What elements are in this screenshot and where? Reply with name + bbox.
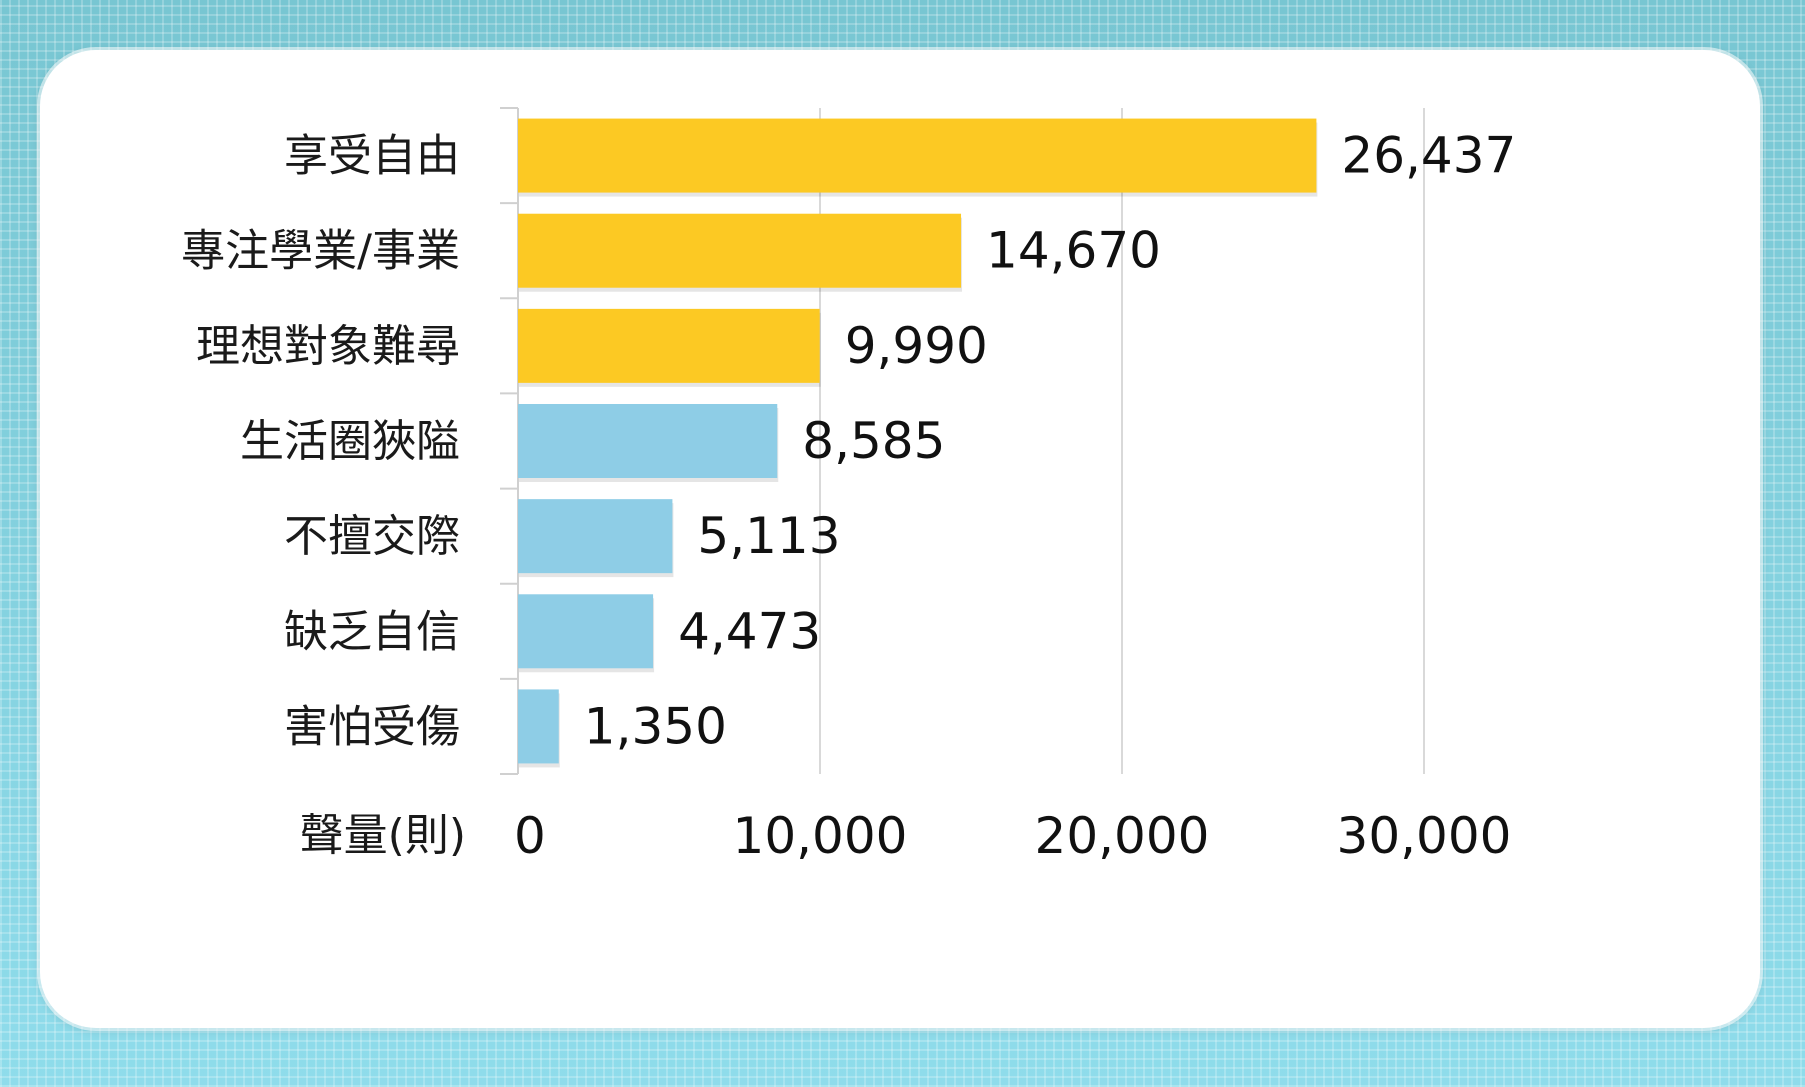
category-label: 不擅交際 (284, 511, 460, 562)
category-label: 理想對象難尋 (196, 321, 460, 372)
value-label: 9,990 (845, 317, 988, 375)
value-label: 26,437 (1341, 127, 1516, 185)
x-tick-label: 10,000 (733, 807, 908, 865)
bars (518, 118, 1318, 768)
bar (518, 689, 559, 764)
x-tick-labels: 0 10,000 20,000 30,000 (514, 807, 1511, 865)
category-label: 享受自由 (284, 131, 460, 182)
value-label: 1,350 (584, 697, 727, 755)
value-label: 8,585 (802, 412, 945, 470)
chart-card: 享受自由專注學業/事業理想對象難尋生活圈狹隘不擅交際缺乏自信害怕受傷 26,43… (40, 50, 1760, 1028)
x-tick-label: 0 (514, 807, 546, 865)
value-label: 14,670 (986, 222, 1161, 280)
x-tick-label: 30,000 (1337, 807, 1512, 865)
bar (518, 404, 778, 478)
category-label: 缺乏自信 (284, 606, 460, 657)
x-axis-title: 聲量(則) (300, 810, 466, 861)
category-label: 專注學業/事業 (181, 226, 460, 277)
bar (518, 118, 1317, 193)
bar (518, 499, 673, 574)
value-labels: 26,437 14,670 9,990 8,585 5,113 4,473 1,350 (584, 127, 1517, 756)
category-label: 害怕受傷 (284, 701, 460, 752)
category-label: 生活圈狹隘 (240, 416, 460, 467)
bar (518, 594, 654, 669)
x-tick-label: 20,000 (1035, 807, 1210, 865)
bar (518, 213, 962, 288)
value-label: 4,473 (678, 602, 821, 660)
value-label: 5,113 (697, 507, 840, 565)
bar (518, 308, 820, 383)
